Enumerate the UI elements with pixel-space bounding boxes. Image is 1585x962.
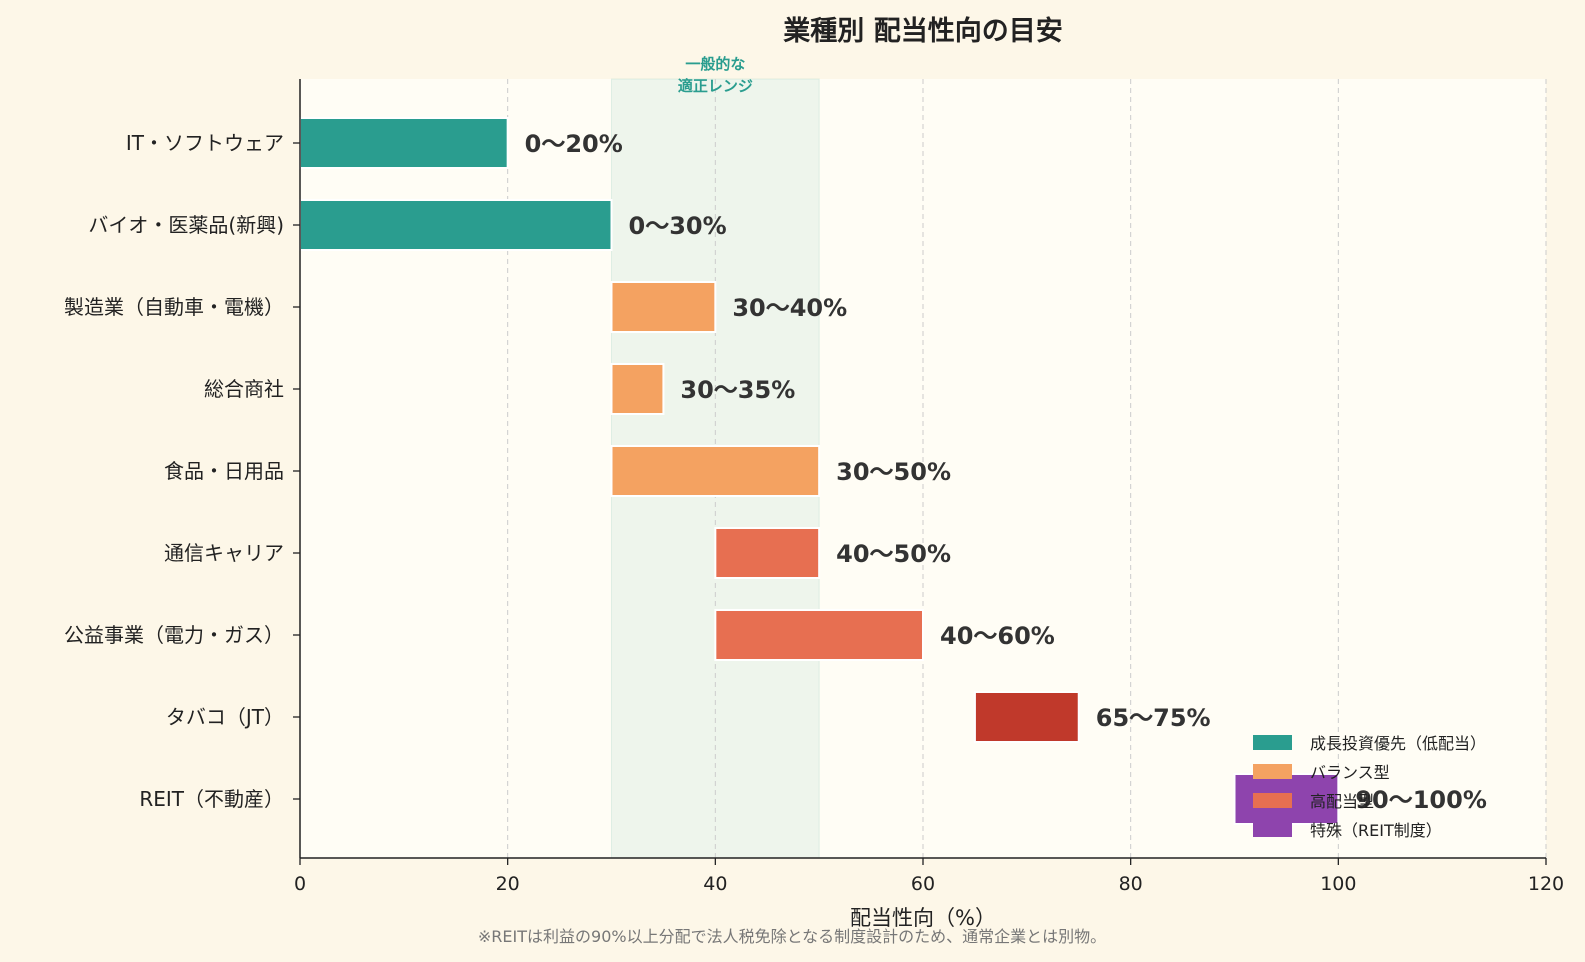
bar <box>973 691 1080 743</box>
legend-label: 特殊（REIT制度） <box>1310 821 1442 840</box>
category-label: IT・ソフトウェア <box>126 131 284 155</box>
footnote: ※REITは利益の90%以上分配で法人税免除となる制度設計のため、通常企業とは別… <box>478 927 1106 946</box>
value-label: 30〜50% <box>836 458 951 486</box>
x-tick-label: 120 <box>1528 873 1564 895</box>
chart-title: 業種別 配当性向の目安 <box>783 15 1062 47</box>
legend-swatch <box>1253 822 1292 837</box>
bar <box>610 363 665 415</box>
x-tick-label: 100 <box>1320 873 1356 895</box>
bar <box>299 199 613 251</box>
legend-swatch <box>1253 793 1292 808</box>
legend-label: 高配当型 <box>1310 792 1374 811</box>
x-tick-label: 0 <box>294 873 306 895</box>
category-label: バイオ・医薬品(新興) <box>88 213 284 237</box>
category-label: タバコ（JT） <box>166 705 284 729</box>
legend-label: 成長投資優先（低配当） <box>1310 734 1486 753</box>
category-label: 総合商社 <box>204 377 284 401</box>
x-axis-label: 配当性向（%） <box>850 906 996 930</box>
bar <box>714 527 821 579</box>
legend-label: バランス型 <box>1310 763 1390 782</box>
bar <box>299 117 509 169</box>
x-tick-label: 80 <box>1119 873 1143 895</box>
value-label: 30〜35% <box>680 376 795 404</box>
legend-swatch <box>1253 735 1292 750</box>
x-tick-label: 20 <box>496 873 520 895</box>
bar <box>610 281 717 333</box>
bar <box>714 609 924 661</box>
category-label: 食品・日用品 <box>164 459 284 483</box>
bar <box>610 445 821 497</box>
value-label: 40〜60% <box>940 622 1055 650</box>
value-label: 65〜75% <box>1096 704 1211 732</box>
category-label: 公益事業（電力・ガス） <box>64 623 284 647</box>
x-tick-label: 40 <box>703 873 727 895</box>
category-label: 通信キャリア <box>164 541 284 565</box>
value-label: 40〜50% <box>836 540 951 568</box>
value-label: 0〜30% <box>629 212 727 240</box>
value-label: 0〜20% <box>525 130 623 158</box>
category-label: REIT（不動産） <box>139 787 284 811</box>
reference-band-label: 一般的な <box>685 55 745 73</box>
value-label: 30〜40% <box>732 294 847 322</box>
category-label: 製造業（自動車・電機） <box>64 295 284 319</box>
legend-swatch <box>1253 764 1292 779</box>
reference-band-label: 適正レンジ <box>678 77 753 95</box>
value-label: 90〜100% <box>1355 786 1487 814</box>
x-tick-label: 60 <box>911 873 935 895</box>
